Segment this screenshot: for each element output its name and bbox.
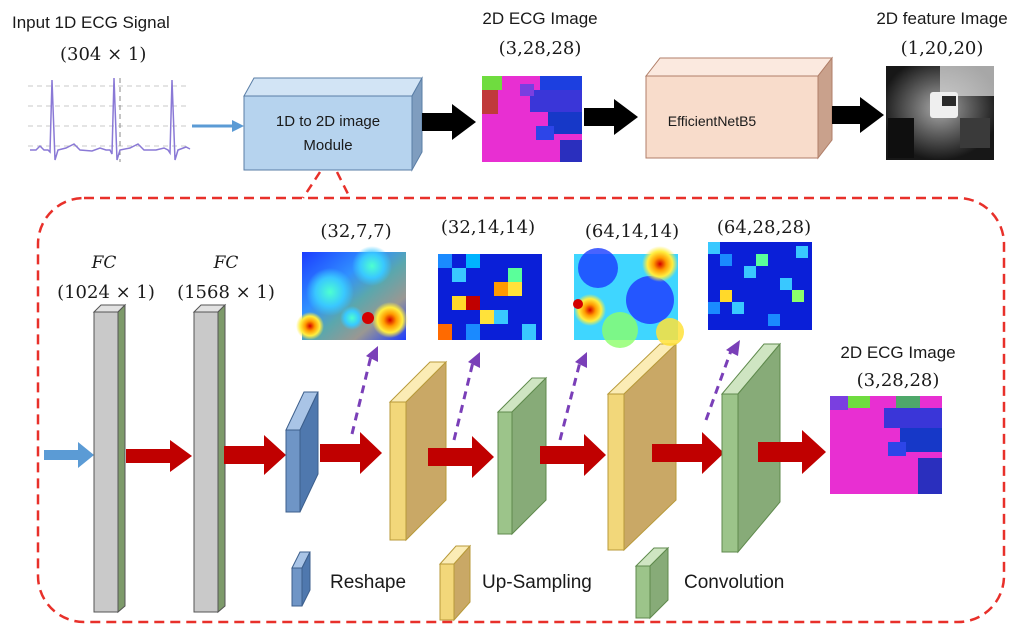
efficientnet-label: EfficientNetB5: [668, 113, 757, 129]
feature-map-4: [708, 242, 812, 330]
legend-reshape: Reshape: [291, 551, 406, 607]
reshape-block: [285, 391, 319, 513]
upsample-block-1: [388, 360, 448, 542]
feature-map-pointers: [350, 347, 734, 441]
arrow-up2-to-conv2: [652, 432, 724, 474]
legend-upsampling: Up-Sampling: [438, 544, 592, 622]
ecg-signal-plot: [28, 77, 191, 162]
module-detail-frame: [36, 196, 1006, 624]
map2-dims: (32,14,14): [441, 217, 535, 238]
feature-map-2: [438, 254, 542, 340]
arrow-conv1-to-up2: [540, 434, 606, 476]
ecg-image-top: [482, 76, 582, 162]
fc2-dims: (1568 × 1): [177, 282, 275, 303]
fc1-title: FC: [91, 253, 117, 273]
feature-map-3: [573, 246, 684, 348]
arrow-ecg-to-effnet: [584, 99, 638, 135]
ecg-image-title: 2D ECG Image: [482, 9, 597, 28]
fc1-dims: (1024 × 1): [57, 282, 155, 303]
conv-block-1: [496, 376, 548, 536]
arrow-effnet-to-feature: [832, 97, 884, 133]
arrow-module-to-ecg: [422, 104, 476, 140]
feature-map-1: [296, 246, 408, 340]
fc-layer-1: [92, 303, 127, 614]
map4-dims: (64,28,28): [717, 217, 811, 238]
legend-convolution: Convolution: [634, 546, 784, 620]
arrow-fc2-to-reshape: [224, 435, 286, 475]
map3-dims: (64,14,14): [585, 221, 679, 242]
module-detail-callout: [301, 171, 352, 199]
conversion-module-box: 1D to 2D image Module: [243, 76, 423, 172]
arrow-fc1-to-fc2: [126, 440, 192, 472]
legend-reshape-label: Reshape: [330, 572, 406, 593]
efficientnet-box: EfficientNetB5: [644, 56, 834, 160]
feature-image-title: 2D feature Image: [876, 9, 1007, 28]
fc-input-arrow: [44, 442, 94, 468]
ecg-image-dims: (3,28,28): [499, 38, 582, 59]
output-image-title: 2D ECG Image: [840, 343, 955, 362]
arrow-reshape-to-up1: [320, 432, 382, 474]
feature-image-dims: (1,20,20): [901, 38, 984, 59]
input-arrow: [192, 120, 244, 132]
output-image-dims: (3,28,28): [857, 370, 940, 391]
legend-upsampling-label: Up-Sampling: [482, 572, 592, 593]
module-label-line1: 1D to 2D image: [276, 113, 380, 130]
feature-image: [886, 66, 994, 160]
input-signal-dims: (304 × 1): [60, 44, 146, 65]
upsample-block-2: [606, 342, 678, 552]
input-signal-title: Input 1D ECG Signal: [12, 13, 170, 32]
arrow-conv2-to-output: [758, 430, 826, 474]
feature-map-pointer-heads: [366, 340, 740, 368]
module-label-line2: Module: [303, 137, 352, 154]
fc-layer-2: [192, 303, 227, 614]
fc2-title: FC: [213, 253, 239, 273]
ecg-image-output: [830, 396, 942, 494]
arrow-up1-to-conv1: [428, 436, 494, 478]
map1-dims: (32,7,7): [320, 221, 391, 242]
legend-convolution-label: Convolution: [684, 572, 784, 593]
